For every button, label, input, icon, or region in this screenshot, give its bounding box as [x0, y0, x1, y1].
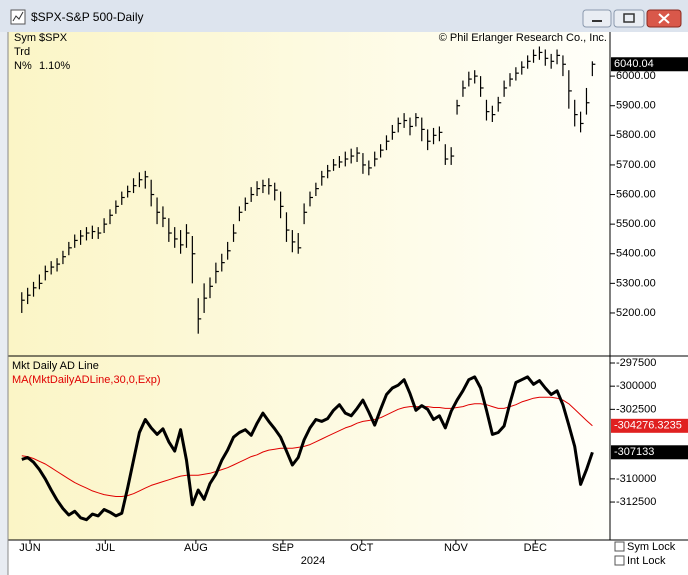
y-tick-label: 5700.00: [616, 159, 656, 171]
sym-lock-label[interactable]: Sym Lock: [627, 541, 676, 553]
n-label: N%: [14, 60, 32, 72]
legend-ad: Mkt Daily AD Line: [12, 360, 99, 372]
x-tick-label: JUN: [19, 542, 40, 554]
copyright: © Phil Erlanger Research Co., Inc.: [439, 32, 607, 44]
y-tick-label: -297500: [616, 357, 656, 369]
last-value-label: -304276.3235: [614, 420, 682, 432]
y-tick-label: 5500.00: [616, 218, 656, 230]
last-value-box: [611, 57, 688, 72]
date-axis-background: [8, 540, 688, 575]
close-glyph: [658, 13, 670, 24]
int-lock[interactable]: Int Lock: [614, 555, 666, 567]
sym-label: Sym: [14, 32, 36, 44]
y-tick-label: 5300.00: [616, 277, 656, 289]
x-tick-label: AUG: [184, 542, 208, 554]
ma-line: [21, 396, 593, 497]
x-tick-label: NOV: [444, 542, 469, 554]
x-tick-label: DEC: [524, 542, 547, 554]
int-lock-label[interactable]: Int Lock: [627, 555, 666, 567]
y-tick-label: 6000.00: [616, 70, 656, 82]
legend-ma: MA(MktDailyADLine,30,0,Exp): [12, 374, 161, 386]
window-title: $SPX-S&P 500-Daily: [31, 10, 144, 24]
last-value-label: -307133: [614, 446, 654, 458]
sym-value: $SPX: [39, 32, 68, 44]
y-tick-label: 5400.00: [616, 248, 656, 260]
maximize-glyph: [623, 13, 635, 23]
maximize-button[interactable]: [613, 9, 645, 28]
trd-label: Trd: [14, 46, 30, 58]
y-tick-label: 5200.00: [616, 307, 656, 319]
x-axis-label: 2024: [301, 555, 325, 567]
y-tick-label: 5800.00: [616, 129, 656, 141]
last-value-box: [611, 445, 688, 460]
window-icon-glyph: [12, 11, 24, 22]
last-value-label: 6040.04: [614, 58, 654, 70]
y-tick-label: 5600.00: [616, 188, 656, 200]
y-tick-label: 5900.00: [616, 100, 656, 112]
ad-line: [21, 375, 594, 522]
title-bar: [0, 0, 688, 32]
minimize-button[interactable]: [582, 9, 612, 28]
x-tick-label: JUL: [96, 542, 116, 554]
y-tick-label: -300000: [616, 380, 656, 392]
y-tick-label: -312500: [616, 496, 656, 508]
x-tick-label: SEP: [272, 542, 294, 554]
sym-lock[interactable]: Sym Lock: [614, 541, 676, 553]
y-tick-label: -310000: [616, 473, 656, 485]
window-icon: [10, 9, 26, 25]
checkbox[interactable]: [614, 555, 625, 566]
plot-background: [8, 32, 610, 540]
y-tick-label: -302500: [616, 403, 656, 415]
window-buttons[interactable]: [582, 9, 682, 28]
x-tick-label: OCT: [350, 542, 374, 554]
n-value: 1.10%: [39, 60, 70, 72]
checkbox[interactable]: [614, 541, 625, 552]
last-value-box: [611, 418, 688, 433]
